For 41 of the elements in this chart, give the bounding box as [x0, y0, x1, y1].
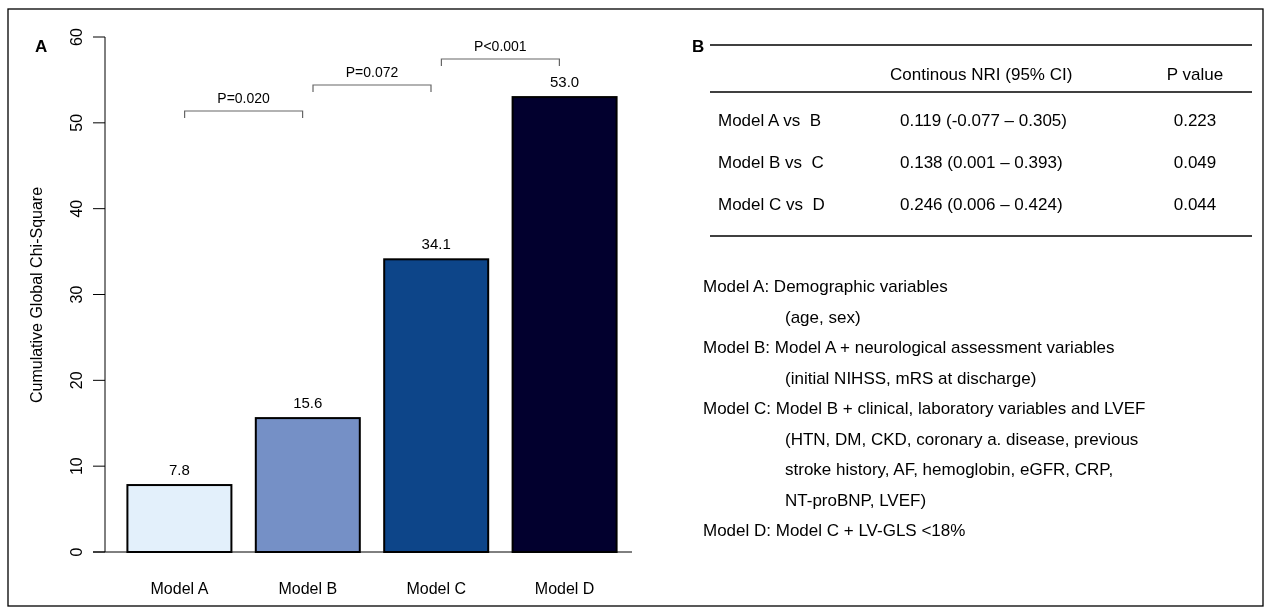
- text: P value: [1166, 65, 1224, 84]
- annotation: P<0.001: [474, 38, 527, 54]
- text: Model C: Model B + clinical, laboratory variables and LVEF: [703, 399, 1146, 418]
- text: (age, sex): [785, 307, 861, 327]
- y-tick-label: 60: [68, 28, 85, 46]
- text: stroke history, AF, hemoglobin, eGFR, CRP,: [785, 460, 1114, 479]
- text: Model A: Demographic variables: [703, 277, 948, 296]
- data-label: 7.8: [168, 461, 190, 479]
- text: Model C vs D: [718, 195, 825, 214]
- text: Model B: Model A + neurological assessment variables: [703, 338, 1115, 357]
- text: 0.223: [1173, 111, 1217, 130]
- annotation: P=0.072: [345, 64, 399, 80]
- chart-title: A: [35, 37, 48, 56]
- text: 0.049: [1173, 153, 1217, 172]
- y-tick-label: 30: [68, 285, 85, 304]
- y-tick-label: 50: [68, 113, 85, 132]
- text: 0.138 (0.001 – 0.393): [900, 153, 1063, 172]
- text: 0.044: [1173, 195, 1217, 214]
- text: 0.119 (-0.077 – 0.305): [900, 111, 1067, 130]
- x-tick-label: Model B: [278, 580, 338, 597]
- text: B: [692, 37, 705, 56]
- text: Model D: Model C + LV-GLS <18%: [703, 521, 966, 540]
- text: NT-proBNP, LVEF): [785, 490, 927, 510]
- y-axis-title: Cumulative Global Chi-Square: [28, 186, 45, 404]
- y-tick-label: 20: [68, 371, 85, 390]
- text: Continous NRI (95% CI): [890, 65, 1073, 84]
- y-tick-label: 40: [68, 199, 85, 218]
- text: (HTN, DM, CKD, coronary a. disease, previous: [785, 429, 1139, 449]
- data-label: 53.0: [549, 73, 580, 91]
- text: Model A vs B: [718, 111, 821, 130]
- x-tick-label: Model A: [150, 580, 209, 597]
- y-tick-label: 0: [68, 547, 85, 557]
- x-tick-label: Model C: [406, 580, 466, 597]
- text: Model B vs C: [718, 153, 824, 172]
- x-tick-label: Model D: [534, 580, 595, 597]
- text: (initial NIHSS, mRS at discharge): [785, 368, 1037, 388]
- annotation: P=0.020: [217, 90, 271, 106]
- text: 0.246 (0.006 – 0.424): [900, 195, 1063, 214]
- data-label: 34.1: [421, 235, 451, 253]
- data-label: 15.6: [293, 394, 323, 412]
- y-tick-label: 10: [68, 457, 85, 476]
